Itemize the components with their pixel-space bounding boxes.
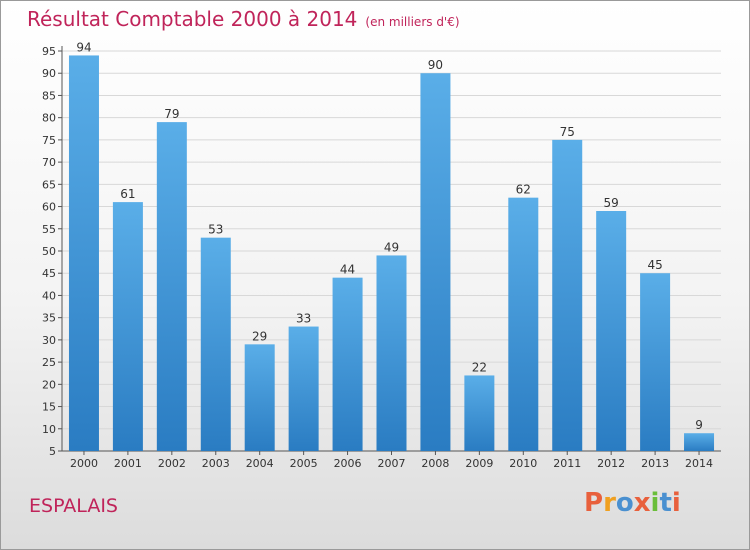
bar-2008 bbox=[420, 73, 451, 451]
x-tick-label-2011: 2011 bbox=[553, 457, 581, 470]
chart-title: Résultat Comptable 2000 à 2014 (en millie… bbox=[27, 7, 460, 31]
y-tick-label: 30 bbox=[42, 334, 56, 347]
y-tick-label: 70 bbox=[42, 156, 56, 169]
chart-subtitle: (en milliers d'€) bbox=[365, 15, 460, 29]
x-tick-label-2013: 2013 bbox=[641, 457, 669, 470]
title-text: Résultat Comptable 2000 à 2014 bbox=[27, 7, 358, 31]
x-tick-label-2001: 2001 bbox=[114, 457, 142, 470]
x-tick-label-2006: 2006 bbox=[334, 457, 362, 470]
logo-letter: o bbox=[615, 488, 634, 518]
bar-2001 bbox=[112, 202, 143, 451]
data-label-2012: 59 bbox=[604, 196, 619, 210]
labels: 5 10 15 20 25 30 35 40 45 50 55 60 65 70 75 80 85 90 95 94 2… bbox=[42, 40, 713, 470]
commune-name: ESPALAIS bbox=[29, 495, 118, 517]
data-label-2004: 29 bbox=[252, 329, 267, 343]
bar-2006 bbox=[332, 277, 363, 451]
y-tick-label: 75 bbox=[42, 134, 56, 147]
data-label-2008: 90 bbox=[428, 58, 443, 72]
bars bbox=[68, 55, 715, 451]
x-tick-label-2005: 2005 bbox=[290, 457, 318, 470]
bar-2007 bbox=[376, 255, 407, 451]
x-tick-label-2010: 2010 bbox=[509, 457, 537, 470]
proxiti-logo: Proxiti bbox=[584, 488, 681, 518]
bar-2000 bbox=[68, 55, 99, 451]
x-tick-label-2000: 2000 bbox=[70, 457, 98, 470]
y-tick-label: 10 bbox=[42, 423, 56, 436]
logo-letter: P bbox=[584, 488, 604, 518]
data-label-2002: 79 bbox=[164, 107, 179, 121]
data-label-2006: 44 bbox=[340, 263, 355, 277]
logo-letter: r bbox=[603, 488, 616, 518]
x-tick-label-2008: 2008 bbox=[421, 457, 449, 470]
logo-letter: i bbox=[671, 488, 681, 518]
logo-letter: x bbox=[633, 488, 651, 518]
y-tick-label: 20 bbox=[42, 378, 56, 391]
logo-letter: i bbox=[650, 488, 660, 518]
data-label-2009: 22 bbox=[472, 360, 487, 374]
bar-2014 bbox=[684, 433, 715, 451]
y-tick-label: 40 bbox=[42, 289, 56, 302]
bar-2009 bbox=[464, 375, 495, 451]
y-tick-label: 80 bbox=[42, 112, 56, 125]
y-tick-label: 50 bbox=[42, 245, 56, 258]
bar-2011 bbox=[552, 139, 583, 451]
y-tick-label: 15 bbox=[42, 401, 56, 414]
data-label-2010: 62 bbox=[516, 183, 531, 197]
bar-2012 bbox=[596, 211, 627, 451]
x-tick-label-2012: 2012 bbox=[597, 457, 625, 470]
bar-2003 bbox=[200, 237, 231, 451]
y-tick-label: 65 bbox=[42, 178, 56, 191]
data-label-2001: 61 bbox=[120, 187, 135, 201]
data-label-2003: 53 bbox=[208, 223, 223, 237]
y-tick-label: 95 bbox=[42, 45, 56, 58]
data-label-2011: 75 bbox=[560, 125, 575, 139]
bar-2013 bbox=[640, 273, 671, 451]
data-label-2013: 45 bbox=[647, 258, 662, 272]
y-tick-label: 25 bbox=[42, 356, 56, 369]
x-tick-label-2007: 2007 bbox=[378, 457, 406, 470]
x-tick-label-2002: 2002 bbox=[158, 457, 186, 470]
y-tick-label: 55 bbox=[42, 223, 56, 236]
bar-2005 bbox=[288, 326, 319, 451]
x-tick-label-2009: 2009 bbox=[465, 457, 493, 470]
bar-2010 bbox=[508, 197, 539, 451]
y-tick-label: 35 bbox=[42, 312, 56, 325]
bar-2002 bbox=[156, 122, 187, 451]
x-tick-label-2004: 2004 bbox=[246, 457, 274, 470]
bar-2004 bbox=[244, 344, 275, 451]
y-tick-label: 90 bbox=[42, 67, 56, 80]
data-label-2000: 94 bbox=[76, 40, 91, 54]
y-tick-label: 5 bbox=[49, 445, 56, 458]
y-tick-label: 85 bbox=[42, 89, 56, 102]
y-tick-label: 45 bbox=[42, 267, 56, 280]
data-label-2014: 9 bbox=[695, 418, 703, 432]
logo-letter: t bbox=[659, 488, 672, 518]
x-tick-label-2003: 2003 bbox=[202, 457, 230, 470]
data-label-2005: 33 bbox=[296, 312, 311, 326]
y-tick-label: 60 bbox=[42, 201, 56, 214]
data-label-2007: 49 bbox=[384, 240, 399, 254]
x-tick-label-2014: 2014 bbox=[685, 457, 713, 470]
